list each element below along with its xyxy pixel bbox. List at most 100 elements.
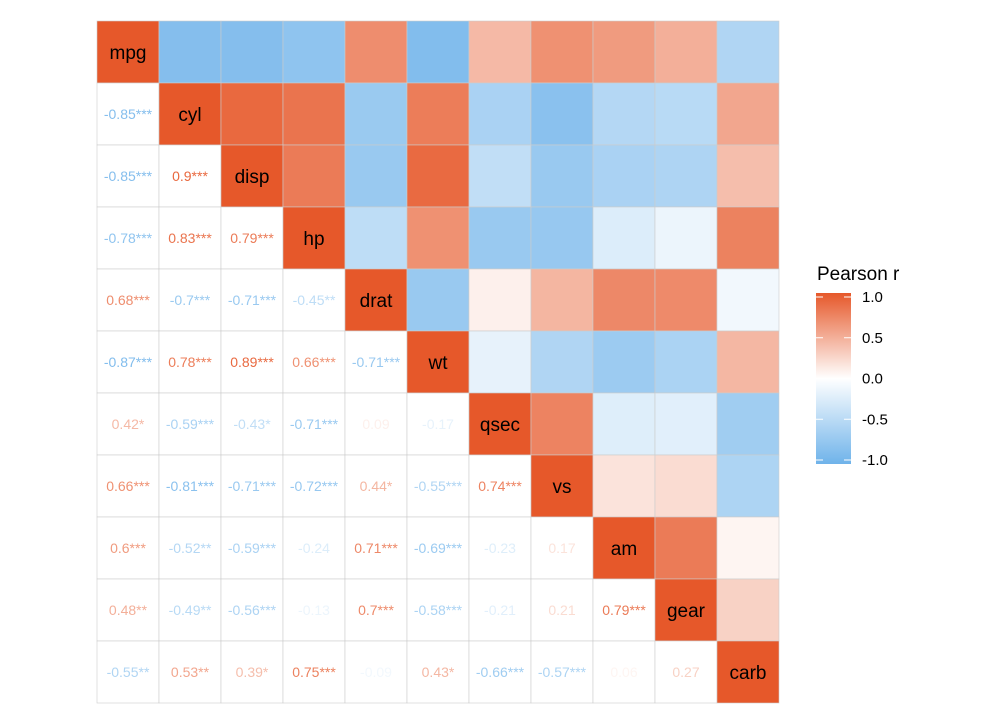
lower-cell [282, 578, 346, 642]
correlation-label: 0.74*** [478, 478, 522, 494]
correlation-label: -0.71*** [228, 478, 277, 494]
heatmap-cell [654, 392, 718, 456]
lower-cell [282, 330, 346, 394]
correlation-label: -0.23 [484, 540, 516, 556]
correlation-label: 0.17 [548, 540, 575, 556]
correlation-label: -0.17 [422, 416, 454, 432]
variable-label: qsec [480, 415, 520, 436]
correlation-label: -0.85*** [104, 168, 153, 184]
diagonal-cell [158, 82, 222, 146]
correlation-label: -0.72*** [290, 478, 339, 494]
lower-cell [96, 330, 160, 394]
heatmap-cell [406, 144, 470, 208]
correlation-label: 0.9*** [172, 168, 208, 184]
correlation-label: 0.27 [672, 664, 699, 680]
heatmap-cell [406, 82, 470, 146]
heatmap-cell [344, 20, 408, 84]
correlation-label: -0.81*** [166, 478, 215, 494]
heatmap-cell [592, 206, 656, 270]
heatmap-cell [654, 516, 718, 580]
heatmap-cell [530, 392, 594, 456]
heatmap-labels: mpg -0.85*** cyl -0.85*** 0.9*** disp -0.78***… [104, 43, 767, 684]
heatmap-cell [716, 454, 780, 518]
variable-label: cyl [178, 105, 201, 126]
heatmap-cell [654, 82, 718, 146]
lower-cell [530, 516, 594, 580]
lower-cell [282, 268, 346, 332]
correlation-label: 0.78*** [168, 354, 212, 370]
diagonal-cell [344, 268, 408, 332]
legend-title: Pearson r [817, 264, 900, 285]
heatmap-cell [406, 206, 470, 270]
heatmap-cell [220, 20, 284, 84]
lower-cell [592, 640, 656, 704]
legend-tick-label: -0.5 [862, 411, 888, 428]
heatmap-cell [530, 330, 594, 394]
lower-cell [96, 578, 160, 642]
correlation-label: -0.43* [233, 416, 271, 432]
correlation-label: -0.85*** [104, 106, 153, 122]
heatmap-cell [592, 144, 656, 208]
lower-cell [344, 640, 408, 704]
correlation-label: -0.59*** [166, 416, 215, 432]
correlation-label: 0.89*** [230, 354, 274, 370]
heatmap-cell [406, 20, 470, 84]
legend-tick-label: 0.0 [862, 371, 883, 388]
lower-cell [406, 454, 470, 518]
lower-cell [282, 392, 346, 456]
heatmap-cell [592, 454, 656, 518]
heatmap-cell [716, 578, 780, 642]
lower-cell [158, 640, 222, 704]
heatmap-cell [530, 144, 594, 208]
heatmap-cell [468, 268, 532, 332]
lower-cell [530, 640, 594, 704]
correlation-label: -0.09 [360, 664, 392, 680]
lower-cell [406, 392, 470, 456]
correlation-label: 0.21 [548, 602, 575, 618]
heatmap-cell [716, 20, 780, 84]
diagonal-cell [468, 392, 532, 456]
diagonal-cell [220, 144, 284, 208]
heatmap-cell [530, 20, 594, 84]
correlation-label: 0.43* [422, 664, 455, 680]
lower-cell [96, 454, 160, 518]
correlation-label: -0.55** [107, 664, 150, 680]
variable-label: drat [360, 291, 393, 312]
heatmap-cell [344, 144, 408, 208]
lower-cell [344, 578, 408, 642]
variable-label: hp [303, 229, 324, 250]
correlation-label: -0.71*** [352, 354, 401, 370]
lower-cell [220, 268, 284, 332]
legend-tick-label: 1.0 [862, 289, 883, 306]
lower-cell [406, 640, 470, 704]
correlation-label: 0.66*** [292, 354, 336, 370]
lower-cell [96, 392, 160, 456]
heatmap-cell [468, 82, 532, 146]
heatmap-cell [592, 392, 656, 456]
heatmap-cell [592, 268, 656, 332]
heatmap-cell [158, 20, 222, 84]
heatmap-cell [592, 330, 656, 394]
legend: Pearson r 1.0 0.5 0.0 -0.5 -1.0 [816, 264, 900, 469]
heatmap-cell [282, 82, 346, 146]
lower-cell [592, 578, 656, 642]
lower-cell [406, 578, 470, 642]
variable-label: carb [730, 663, 767, 684]
correlation-label: 0.48** [109, 602, 148, 618]
lower-cell [96, 144, 160, 208]
lower-cell [158, 454, 222, 518]
variable-label: am [611, 539, 637, 560]
correlation-label: 0.79*** [602, 602, 646, 618]
heatmap-cell [468, 20, 532, 84]
correlation-label: 0.42* [112, 416, 145, 432]
heatmap-cell [530, 268, 594, 332]
lower-cell [220, 516, 284, 580]
correlation-label: -0.55*** [414, 478, 463, 494]
heatmap-cell [530, 82, 594, 146]
correlation-label: -0.24 [298, 540, 330, 556]
lower-cell [468, 578, 532, 642]
correlation-label: -0.13 [298, 602, 330, 618]
lower-cell [96, 640, 160, 704]
diagonal-cell [96, 20, 160, 84]
